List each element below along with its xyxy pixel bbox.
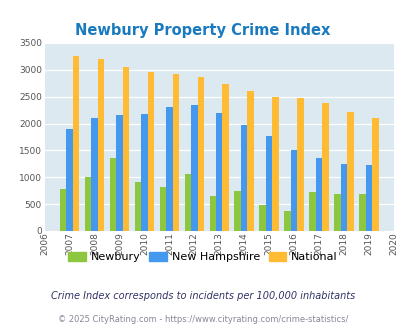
- Bar: [371, 117, 378, 231]
- Bar: [340, 164, 346, 231]
- Bar: [296, 98, 303, 231]
- Bar: [72, 56, 79, 231]
- Bar: [315, 158, 322, 231]
- Bar: [66, 129, 72, 231]
- Bar: [147, 72, 154, 231]
- Bar: [141, 114, 147, 231]
- Bar: [172, 74, 179, 231]
- Bar: [247, 91, 253, 231]
- Bar: [365, 165, 371, 231]
- Bar: [85, 177, 91, 231]
- Text: Crime Index corresponds to incidents per 100,000 inhabitants: Crime Index corresponds to incidents per…: [51, 291, 354, 301]
- Bar: [91, 118, 98, 231]
- Bar: [98, 59, 104, 231]
- Bar: [222, 84, 228, 231]
- Bar: [116, 115, 122, 231]
- Text: © 2025 CityRating.com - https://www.cityrating.com/crime-statistics/: © 2025 CityRating.com - https://www.city…: [58, 315, 347, 324]
- Bar: [159, 187, 166, 231]
- Bar: [272, 97, 278, 231]
- Bar: [290, 150, 296, 231]
- Bar: [109, 158, 116, 231]
- Bar: [134, 182, 141, 231]
- Bar: [215, 113, 222, 231]
- Legend: Newbury, New Hampshire, National: Newbury, New Hampshire, National: [64, 248, 341, 267]
- Bar: [209, 196, 215, 231]
- Bar: [240, 125, 247, 231]
- Bar: [122, 67, 129, 231]
- Bar: [234, 191, 240, 231]
- Text: Newbury Property Crime Index: Newbury Property Crime Index: [75, 23, 330, 38]
- Bar: [197, 77, 204, 231]
- Bar: [191, 105, 197, 231]
- Bar: [60, 188, 66, 231]
- Bar: [284, 211, 290, 231]
- Bar: [322, 103, 328, 231]
- Bar: [309, 192, 315, 231]
- Bar: [265, 136, 272, 231]
- Bar: [184, 174, 191, 231]
- Bar: [358, 194, 365, 231]
- Bar: [259, 206, 265, 231]
- Bar: [333, 194, 340, 231]
- Bar: [166, 107, 172, 231]
- Bar: [346, 112, 353, 231]
